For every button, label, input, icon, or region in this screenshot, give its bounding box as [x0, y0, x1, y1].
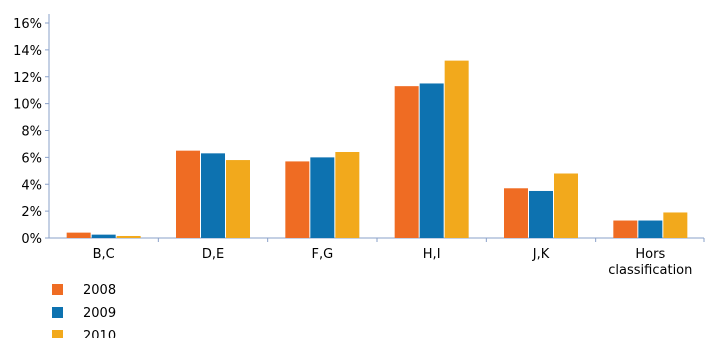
legend-swatch-2008: [52, 284, 63, 295]
x-tick-label-line: classification: [608, 263, 692, 278]
y-tick-label: 0%: [21, 232, 42, 247]
y-tick-label: 16%: [13, 17, 42, 32]
x-axis: B,C D,E F,G H,I J,K Hors classification: [49, 237, 705, 278]
x-tick-label-line: D,E: [202, 247, 224, 262]
bar-2010-3: [444, 60, 469, 238]
legend-swatch-2010: [52, 330, 63, 341]
y-tick-label: 4%: [21, 178, 42, 193]
legend-label-2010: 2010: [83, 329, 116, 338]
bar-2008-2: [285, 161, 310, 238]
x-tick-label: H,I: [423, 247, 441, 262]
bar-2009-5: [638, 220, 663, 238]
legend-swatch-2009: [52, 307, 63, 318]
bar-2010-4: [554, 173, 578, 238]
x-tick-label-line: Hors: [635, 247, 665, 262]
y-axis: 0% 2% 4% 6% 8% 10% 12% 14% 16%: [13, 14, 50, 247]
legend: 2008 2009 2010: [52, 283, 116, 342]
bar-2009-2: [310, 157, 335, 238]
x-tick-label: J,K: [532, 247, 550, 262]
y-tick-label: 12%: [13, 71, 42, 86]
y-tick-label: 8%: [21, 125, 42, 140]
x-tick-label-line: H,I: [423, 247, 441, 262]
bar-2009-3: [419, 83, 444, 238]
bar-2008-3: [394, 86, 419, 238]
x-tick-label-line: J,K: [532, 247, 550, 262]
x-tick-label: D,E: [202, 247, 224, 262]
bar-2010-2: [335, 152, 360, 238]
x-tick-label: B,C: [93, 247, 115, 262]
bar-2008-4: [504, 188, 528, 238]
legend-label-2008: 2008: [83, 283, 116, 298]
y-tick-label: 10%: [13, 98, 42, 113]
bar-2010-5: [663, 212, 688, 238]
x-tick-label-line: F,G: [311, 247, 333, 262]
bar-2008-0: [66, 232, 91, 238]
bars: [66, 60, 688, 238]
x-tick-label-line: B,C: [93, 247, 115, 262]
x-tick-label: Hors classification: [608, 247, 692, 278]
bar-2010-1: [226, 160, 250, 238]
bar-2009-1: [201, 153, 225, 238]
y-tick-label: 2%: [21, 205, 42, 220]
legend-label-2009: 2009: [83, 306, 116, 321]
x-tick-label: F,G: [311, 247, 333, 262]
bar-2008-5: [613, 220, 638, 238]
bar-2008-1: [176, 150, 200, 238]
bar-2010-0: [116, 235, 141, 238]
bar-2009-0: [91, 234, 116, 238]
bar-2009-4: [529, 190, 553, 238]
y-tick-label: 6%: [21, 151, 42, 166]
y-tick-label: 14%: [13, 44, 42, 59]
